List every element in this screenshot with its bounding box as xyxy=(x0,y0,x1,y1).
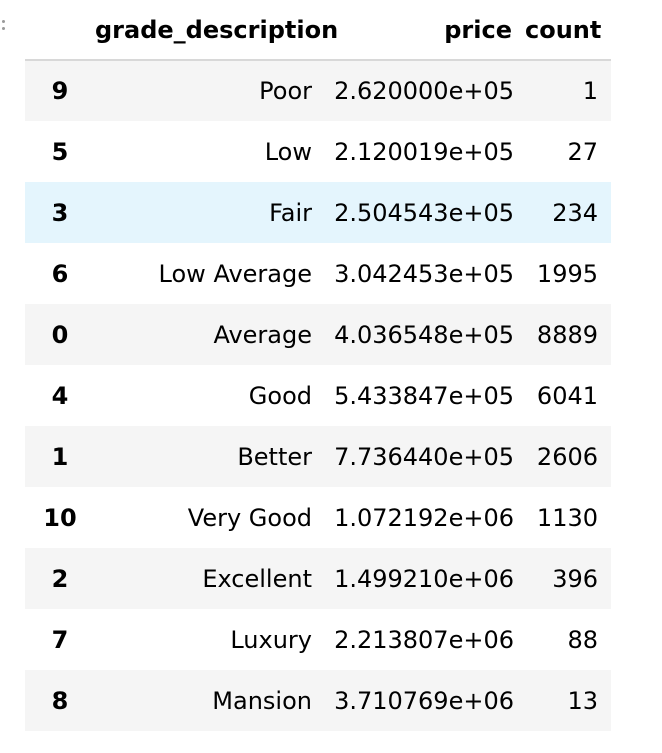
row-index: 3 xyxy=(51,198,69,227)
table-row: 1 Better 7.736440e+05 2606 xyxy=(25,426,611,487)
cell-price: 1.072192e+06 xyxy=(334,503,514,532)
cell-grade-description: Average xyxy=(213,320,312,349)
column-header-price: price xyxy=(444,15,512,44)
table-row: 8 Mansion 3.710769e+06 13 xyxy=(25,670,611,731)
column-header-grade-description: grade_description xyxy=(95,15,339,44)
cell-count: 8889 xyxy=(536,320,598,349)
row-index: 4 xyxy=(51,381,69,410)
table-header-row: grade_description price count xyxy=(25,0,611,60)
cell-price: 7.736440e+05 xyxy=(334,442,514,471)
cell-grade-description: Low xyxy=(264,137,312,166)
cell-count: 1130 xyxy=(536,503,598,532)
table-row: 9 Poor 2.620000e+05 1 xyxy=(25,60,611,121)
row-index: 6 xyxy=(51,259,69,288)
cell-price: 2.213807e+06 xyxy=(334,625,514,654)
cell-price: 3.042453e+05 xyxy=(334,259,514,288)
table-body: 9 Poor 2.620000e+05 1 5 Low 2.120019e+05 27 3 Fai… xyxy=(25,60,611,731)
table-row: 2 Excellent 1.499210e+06 396 xyxy=(25,548,611,609)
cell-grade-description: Very Good xyxy=(187,503,312,532)
cell-grade-description: Good xyxy=(248,381,312,410)
table-row: 0 Average 4.036548e+05 8889 xyxy=(25,304,611,365)
cell-drag-handle-icon[interactable] xyxy=(0,18,8,40)
cell-count: 27 xyxy=(567,137,598,166)
cell-grade-description: Excellent xyxy=(202,564,312,593)
row-index: 0 xyxy=(51,320,69,349)
row-index: 5 xyxy=(51,137,69,166)
cell-price: 2.120019e+05 xyxy=(334,137,514,166)
cell-count: 88 xyxy=(567,625,598,654)
column-header-count: count xyxy=(525,15,602,44)
cell-grade-description: Better xyxy=(237,442,312,471)
cell-price: 3.710769e+06 xyxy=(334,686,514,715)
cell-count: 1 xyxy=(582,77,598,105)
table-row: 6 Low Average 3.042453e+05 1995 xyxy=(25,243,611,304)
row-index: 10 xyxy=(43,503,77,532)
cell-grade-description: Mansion xyxy=(212,686,312,715)
cell-grade-description: Luxury xyxy=(230,625,312,654)
cell-price: 2.504543e+05 xyxy=(334,198,514,227)
cell-count: 1995 xyxy=(536,259,598,288)
row-index: 9 xyxy=(51,77,69,105)
row-index: 2 xyxy=(51,564,69,593)
table-row: 3 Fair 2.504543e+05 234 xyxy=(25,182,611,243)
table-row: 10 Very Good 1.072192e+06 1130 xyxy=(25,487,611,548)
cell-count: 13 xyxy=(567,686,598,715)
cell-price: 2.620000e+05 xyxy=(334,77,514,105)
table-row: 5 Low 2.120019e+05 27 xyxy=(25,121,611,182)
cell-count: 2606 xyxy=(536,442,598,471)
cell-count: 6041 xyxy=(536,381,598,410)
cell-grade-description: Fair xyxy=(269,198,312,227)
cell-grade-description: Low Average xyxy=(158,259,312,288)
row-index: 1 xyxy=(51,442,69,471)
row-index: 7 xyxy=(51,625,69,654)
table-row: 4 Good 5.433847e+05 6041 xyxy=(25,365,611,426)
cell-price: 4.036548e+05 xyxy=(334,320,514,349)
index-header xyxy=(25,0,95,60)
row-index: 8 xyxy=(51,686,69,715)
cell-price: 1.499210e+06 xyxy=(334,564,514,593)
cell-price: 5.433847e+05 xyxy=(334,381,514,410)
cell-count: 396 xyxy=(552,564,598,593)
cell-count: 234 xyxy=(552,198,598,227)
cell-grade-description: Poor xyxy=(259,77,312,105)
table-row: 7 Luxury 2.213807e+06 88 xyxy=(25,609,611,670)
dataframe-table: grade_description price count 9 Poor 2.620… xyxy=(25,0,611,731)
